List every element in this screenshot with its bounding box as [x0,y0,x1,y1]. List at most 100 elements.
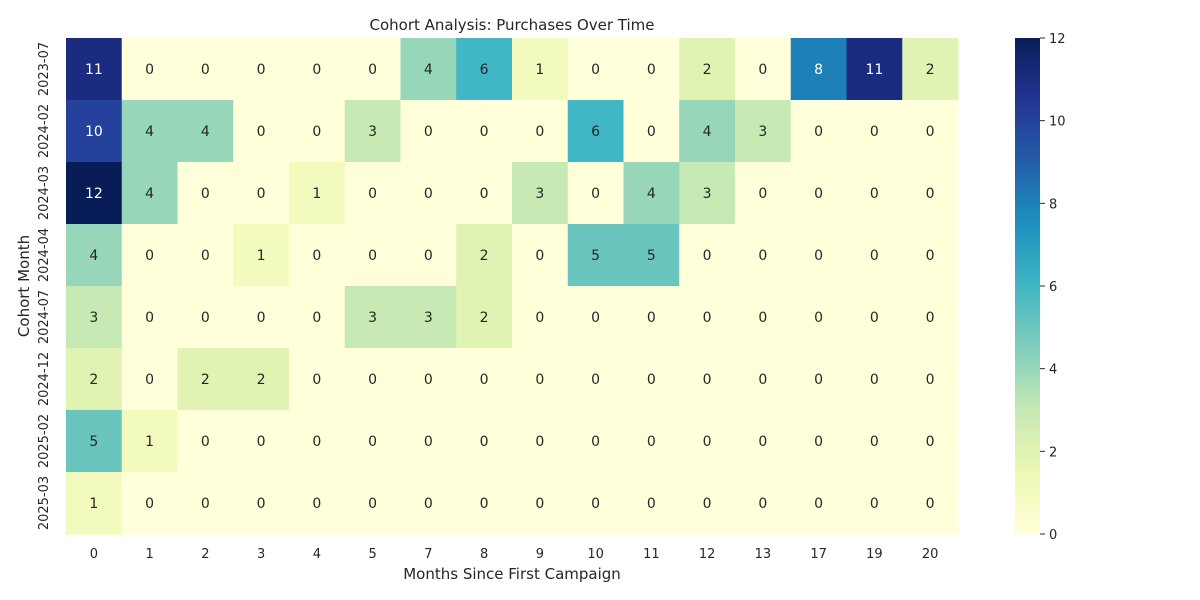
heatmap-cell [902,410,959,473]
cell-value-label: 0 [201,248,210,264]
cell-value-label: 0 [647,124,656,140]
cell-value-label: 0 [870,124,879,140]
heatmap-cell [121,286,178,349]
cell-value-label: 0 [703,496,712,512]
heatmap-cell [121,162,178,225]
heatmap-cell [66,224,123,287]
cell-value-label: 0 [870,434,879,450]
heatmap-cell [233,162,290,225]
cell-value-label: 0 [368,372,377,388]
cell-value-label: 0 [758,434,767,450]
cell-value-label: 0 [424,496,433,512]
heatmap-cell [289,348,346,411]
cell-value-label: 0 [926,496,935,512]
cell-value-label: 2 [257,372,266,388]
cell-value-label: 5 [647,248,656,264]
heatmap-cell [400,38,457,101]
y-tick-label: 2025-03 [37,476,52,530]
heatmap-cell [400,100,457,163]
cell-value-label: 0 [424,434,433,450]
heatmap-cell [344,348,401,411]
x-tick-label: 2 [201,547,209,562]
heatmap-cell [289,100,346,163]
heatmap-cell [846,410,903,473]
cell-value-label: 0 [758,496,767,512]
cell-value-label: 0 [703,372,712,388]
heatmap-cell [233,348,290,411]
heatmap-cell [344,224,401,287]
heatmap-cell [567,162,624,225]
cell-value-label: 0 [312,310,321,326]
cell-value-label: 2 [480,248,489,264]
cell-value-label: 0 [591,310,600,326]
heatmap-cell [735,472,792,535]
heatmap-cell [400,286,457,349]
heatmap-cell [177,100,234,163]
cell-value-label: 0 [257,310,266,326]
x-tick-label: 8 [480,547,488,562]
heatmap-cell [846,224,903,287]
cell-value-label: 0 [703,310,712,326]
cell-value-label: 0 [312,372,321,388]
heatmap-cell [66,472,123,535]
y-axis-label: Cohort Month [15,235,33,337]
cell-value-label: 0 [926,310,935,326]
cell-value-label: 0 [201,310,210,326]
heatmap-cell [344,410,401,473]
cell-value-label: 1 [89,496,98,512]
heatmap-cell [121,100,178,163]
heatmap-cells: 11 0 0 0 0 0 4 6 1 0 0 2 0 8 11 210 4 4 0 0 3 0 0 0 6 0 4 3 0 0 012 4 0 0… [66,38,959,535]
heatmap-cell [289,410,346,473]
cell-value-label: 4 [89,248,98,264]
cell-value-label: 0 [647,434,656,450]
cell-value-label: 0 [703,434,712,450]
colorbar-tick-label: 8 [1049,197,1057,212]
y-tick-label: 2023-07 [37,42,52,96]
cell-value-label: 4 [145,124,154,140]
cell-value-label: 3 [368,124,377,140]
cell-value-label: 0 [201,62,210,78]
cell-value-label: 0 [814,186,823,202]
heatmap-cell [344,286,401,349]
cell-value-label: 0 [312,124,321,140]
cell-value-label: 3 [703,186,712,202]
heatmap-cell [344,472,401,535]
cell-value-label: 0 [591,434,600,450]
heatmap-cell [623,162,680,225]
heatmap-cell [790,38,847,101]
cell-value-label: 11 [85,62,103,78]
heatmap-cell [512,38,569,101]
heatmap-cell [121,38,178,101]
heatmap-cell [679,410,736,473]
heatmap-cell [289,38,346,101]
cell-value-label: 0 [480,186,489,202]
cell-value-label: 0 [201,496,210,512]
cell-value-label: 0 [703,248,712,264]
heatmap-cell [177,410,234,473]
cell-value-label: 0 [368,62,377,78]
cell-value-label: 0 [591,62,600,78]
heatmap-cell [233,100,290,163]
cell-value-label: 11 [865,62,883,78]
heatmap-cell [902,38,959,101]
heatmap-cell [121,348,178,411]
heatmap-cell [567,348,624,411]
cell-value-label: 0 [870,496,879,512]
heatmap-cell [623,38,680,101]
cell-value-label: 4 [424,62,433,78]
cell-value-label: 0 [814,372,823,388]
heatmap-cell [679,100,736,163]
cell-value-label: 2 [89,372,98,388]
heatmap-cell [567,100,624,163]
cell-value-label: 0 [145,248,154,264]
cell-value-label: 0 [926,248,935,264]
cell-value-label: 0 [312,248,321,264]
heatmap-cell [456,38,513,101]
cell-value-label: 0 [145,62,154,78]
heatmap-cell [456,348,513,411]
heatmap-cell [233,472,290,535]
heatmap-cell [66,348,123,411]
cell-value-label: 1 [312,186,321,202]
colorbar-tick-label: 12 [1049,32,1066,47]
